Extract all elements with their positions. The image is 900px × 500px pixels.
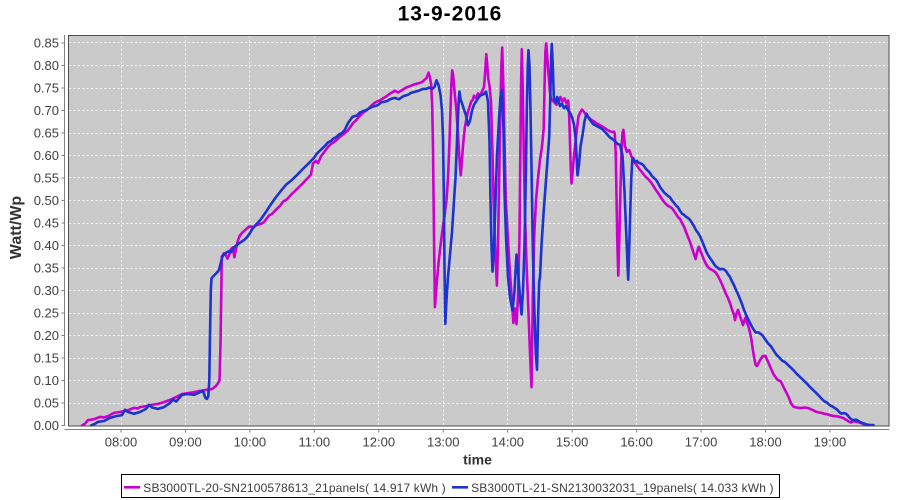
svg-text:0.65: 0.65 — [34, 126, 59, 141]
svg-text:SB3000TL-21-SN2130032031_19pan: SB3000TL-21-SN2130032031_19panels( 14.03… — [471, 481, 774, 495]
svg-text:0.15: 0.15 — [34, 351, 59, 366]
svg-text:16:00: 16:00 — [620, 435, 653, 450]
svg-text:0.30: 0.30 — [34, 283, 59, 298]
svg-text:0.60: 0.60 — [34, 148, 59, 163]
svg-text:13:00: 13:00 — [427, 435, 460, 450]
svg-text:13-9-2016: 13-9-2016 — [398, 3, 503, 26]
svg-text:SB3000TL-20-SN2100578613_21pan: SB3000TL-20-SN2100578613_21panels( 14.91… — [143, 481, 446, 495]
svg-text:0.40: 0.40 — [34, 238, 59, 253]
svg-text:17:00: 17:00 — [685, 435, 718, 450]
svg-text:0.10: 0.10 — [34, 373, 59, 388]
svg-text:0.35: 0.35 — [34, 261, 59, 276]
svg-text:18:00: 18:00 — [749, 435, 782, 450]
svg-text:0.20: 0.20 — [34, 328, 59, 343]
svg-text:0.50: 0.50 — [34, 193, 59, 208]
svg-text:14:00: 14:00 — [491, 435, 524, 450]
svg-text:08:00: 08:00 — [105, 435, 138, 450]
svg-text:0.75: 0.75 — [34, 81, 59, 96]
svg-text:Watt/Wp: Watt/Wp — [8, 196, 25, 260]
svg-text:0.00: 0.00 — [34, 418, 59, 433]
svg-text:0.55: 0.55 — [34, 171, 59, 186]
svg-text:09:00: 09:00 — [169, 435, 202, 450]
svg-text:0.80: 0.80 — [34, 58, 59, 73]
svg-text:0.25: 0.25 — [34, 306, 59, 321]
svg-text:11:00: 11:00 — [299, 435, 331, 450]
svg-text:0.70: 0.70 — [34, 103, 59, 118]
svg-text:time: time — [463, 452, 492, 468]
svg-text:0.45: 0.45 — [34, 216, 59, 231]
svg-text:0.85: 0.85 — [34, 36, 59, 51]
svg-text:0.05: 0.05 — [34, 396, 59, 411]
svg-text:12:00: 12:00 — [363, 435, 396, 450]
svg-text:15:00: 15:00 — [556, 435, 589, 450]
svg-text:19:00: 19:00 — [814, 435, 847, 450]
svg-text:10:00: 10:00 — [234, 435, 267, 450]
